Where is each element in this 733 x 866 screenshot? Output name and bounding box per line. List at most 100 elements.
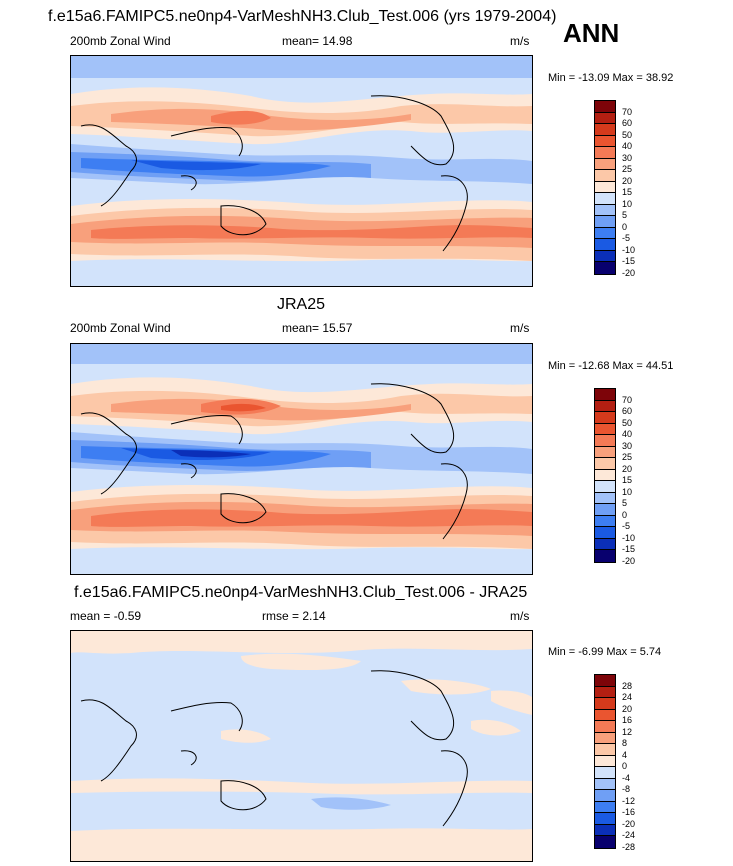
colorbar-box <box>595 158 615 170</box>
colorbar-box <box>595 721 615 733</box>
colorbar-tick-label: 30 <box>622 152 633 163</box>
colorbar-tick-label: -12 <box>622 795 636 806</box>
colorbar-tick-label: 20 <box>622 703 633 714</box>
panel-2-map <box>70 343 533 575</box>
colorbar-tick-label: -5 <box>622 521 631 531</box>
colorbar-box <box>595 732 615 744</box>
panel-3-coastlines <box>80 670 468 827</box>
panel-3-contours <box>71 631 532 861</box>
colorbar-box <box>595 227 615 239</box>
panel-2-units: m/s <box>510 321 530 335</box>
colorbar-box <box>595 469 615 481</box>
panel-1-mean-label: mean= 14.98 <box>282 34 353 48</box>
panel-1-map-svg <box>71 56 532 286</box>
colorbar-box <box>595 135 615 147</box>
colorbar-box <box>595 504 615 516</box>
season-label: ANN <box>563 18 620 48</box>
colorbar-tick-label: 12 <box>622 726 633 737</box>
colorbar-box <box>595 492 615 504</box>
colorbar-tick-label: -20 <box>622 555 636 566</box>
panel-3-mean-label: mean = -0.59 <box>70 609 142 623</box>
colorbar-tick-label: -15 <box>622 544 636 554</box>
panel-1-title: f.e15a6.FAMIPC5.ne0np4-VarMeshNH3.Club_T… <box>48 8 557 25</box>
panel-1-units: m/s <box>510 34 530 48</box>
colorbar-tick-label: 0 <box>622 761 628 771</box>
colorbar-tick-label: 0 <box>622 221 628 232</box>
colorbar-tick-label: -8 <box>622 784 631 794</box>
panel-3-rmse-label: rmse = 2.14 <box>262 609 326 623</box>
colorbar-tick-label: -20 <box>622 267 636 278</box>
panel-3-units: m/s <box>510 609 530 623</box>
panel-3-title: f.e15a6.FAMIPC5.ne0np4-VarMeshNH3.Club_T… <box>74 584 528 601</box>
colorbar-box <box>595 423 615 435</box>
colorbar-tick-label: 20 <box>622 463 633 474</box>
colorbar-box <box>595 400 615 412</box>
colorbar-box <box>595 101 615 113</box>
colorbar-box <box>595 778 615 790</box>
colorbar-tick-label: 50 <box>622 129 633 140</box>
colorbar-box <box>595 250 615 262</box>
colorbar-tick-label: 60 <box>622 406 633 416</box>
panel-3-map <box>70 630 533 862</box>
colorbar-box <box>595 446 615 458</box>
colorbar-box <box>595 262 615 274</box>
colorbar-box <box>595 538 615 550</box>
colorbar-box <box>595 239 615 251</box>
colorbar-box <box>595 824 615 836</box>
colorbar-box <box>595 709 615 721</box>
panel-2-minmax: Min = -12.68 Max = 44.51 <box>548 360 674 372</box>
panel-2-coastlines <box>80 383 468 540</box>
colorbar-box <box>595 836 615 848</box>
colorbar-box <box>595 458 615 470</box>
colorbar-tick-label: 40 <box>622 429 633 439</box>
colorbar-tick-label: 15 <box>622 475 633 485</box>
colorbar-box <box>595 550 615 562</box>
colorbar-box <box>595 147 615 159</box>
colorbar-box <box>595 435 615 447</box>
colorbar-box <box>595 698 615 710</box>
colorbar-tick-label: 24 <box>622 692 633 702</box>
panel-1-field-label: 200mb Zonal Wind <box>70 34 171 48</box>
colorbar-tick-label: -16 <box>622 807 636 817</box>
colorbar-box <box>595 813 615 825</box>
colorbar-tick-label: 4 <box>622 749 628 760</box>
colorbar-box <box>595 686 615 698</box>
colorbar-box <box>595 481 615 493</box>
colorbar-box <box>595 412 615 424</box>
colorbar-box <box>595 515 615 527</box>
colorbar-tick-label: -20 <box>622 818 636 829</box>
colorbar-tick-label: 50 <box>622 417 633 428</box>
colorbar-box <box>595 790 615 802</box>
colorbar-tick-label: 70 <box>622 394 633 405</box>
panel-2-title: JRA25 <box>277 296 326 313</box>
panel-3-map-svg <box>71 631 532 861</box>
colorbar-tick-label: -4 <box>622 772 631 783</box>
panel-1-contours <box>71 56 532 286</box>
colorbar-tick-label: -24 <box>622 830 636 840</box>
colorbar-tick-label: 70 <box>622 106 633 117</box>
panel-1-map <box>70 55 533 287</box>
colorbar-tick-label: 10 <box>622 198 633 209</box>
colorbar-box <box>595 801 615 813</box>
colorbar-box <box>595 112 615 124</box>
colorbar-box <box>595 675 615 687</box>
colorbar-tick-label: -10 <box>622 244 636 255</box>
panel-2-map-svg <box>71 344 532 574</box>
panel-1-colorbar <box>594 100 616 275</box>
colorbar-box <box>595 755 615 767</box>
panel-3-minmax: Min = -6.99 Max = 5.74 <box>548 646 662 658</box>
colorbar-box <box>595 744 615 756</box>
colorbar-tick-label: 40 <box>622 141 633 151</box>
colorbar-tick-label: 16 <box>622 715 633 725</box>
colorbar-tick-label: -10 <box>622 532 636 543</box>
colorbar-box <box>595 124 615 136</box>
colorbar-tick-label: 60 <box>622 118 633 128</box>
colorbar-tick-label: -28 <box>622 841 636 852</box>
colorbar-box <box>595 527 615 539</box>
colorbar-tick-label: -15 <box>622 256 636 266</box>
colorbar-box <box>595 389 615 401</box>
colorbar-box <box>595 204 615 216</box>
panel-2-mean-label: mean= 15.57 <box>282 321 353 335</box>
colorbar-tick-label: 15 <box>622 187 633 197</box>
panel-3-colorbar <box>594 674 616 849</box>
